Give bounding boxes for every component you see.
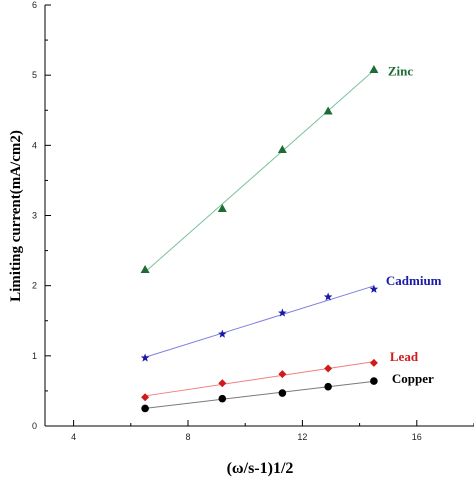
x-tick-label: 16	[412, 432, 422, 442]
series-lead	[141, 358, 378, 402]
series-label: Lead	[390, 349, 419, 364]
circle-marker	[278, 389, 287, 397]
series-cadmium	[140, 284, 379, 362]
circle-marker	[141, 404, 149, 413]
triangle-marker	[369, 65, 379, 74]
y-tick-label: 5	[32, 70, 37, 80]
star-marker	[140, 353, 150, 362]
fit-line	[144, 70, 375, 273]
fit-line	[145, 361, 374, 397]
triangle-marker	[140, 265, 150, 274]
triangle-marker	[277, 145, 287, 154]
diamond-marker	[369, 358, 378, 367]
x-tick-label: 12	[297, 432, 307, 442]
fit-line	[145, 380, 374, 409]
y-tick-label: 3	[32, 211, 37, 221]
y-tick-label: 1	[32, 351, 37, 361]
series-label: Zinc	[388, 64, 414, 79]
y-axis-title: Limiting current(mA/cm2)	[8, 130, 24, 302]
y-tick-label: 0	[32, 421, 37, 431]
y-tick-label: 2	[32, 281, 37, 291]
star-marker	[323, 292, 333, 301]
star-marker	[369, 284, 379, 293]
series-label: Copper	[392, 371, 434, 386]
diamond-marker	[324, 364, 333, 373]
x-axis-title: (ω/s-1)1/2	[227, 460, 294, 477]
diamond-marker	[218, 379, 227, 388]
star-marker	[218, 329, 227, 338]
x-tick-label: 8	[185, 432, 190, 442]
series-copper	[141, 377, 378, 413]
y-tick-label: 6	[32, 0, 37, 10]
circle-marker	[324, 382, 332, 391]
circle-marker	[218, 394, 227, 403]
series-label: Cadmium	[386, 273, 442, 288]
diamond-marker	[278, 370, 287, 379]
circle-marker	[370, 377, 378, 385]
triangle-marker	[323, 106, 333, 115]
y-tick-label: 4	[32, 140, 37, 150]
x-tick-label: 4	[71, 432, 76, 442]
triangle-marker	[217, 203, 227, 212]
diamond-marker	[141, 393, 150, 402]
series-zinc	[140, 65, 379, 274]
star-marker	[278, 308, 287, 317]
chart-marks	[140, 65, 379, 413]
axes	[44, 4, 474, 427]
fit-line	[144, 285, 375, 358]
